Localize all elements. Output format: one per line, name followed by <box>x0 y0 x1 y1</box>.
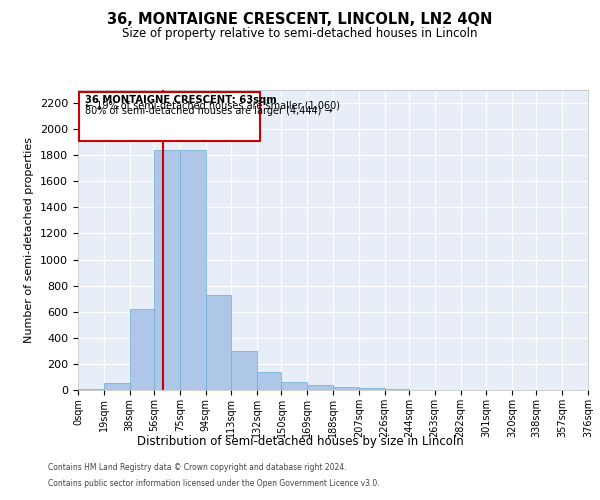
Text: 36, MONTAIGNE CRESCENT, LINCOLN, LN2 4QN: 36, MONTAIGNE CRESCENT, LINCOLN, LN2 4QN <box>107 12 493 28</box>
Bar <box>154 150 180 390</box>
Bar <box>205 295 231 390</box>
Text: 80% of semi-detached houses are larger (4,444) →: 80% of semi-detached houses are larger (… <box>85 106 332 117</box>
Bar <box>78 388 104 390</box>
Bar <box>257 372 281 390</box>
Bar <box>130 309 154 390</box>
Bar <box>307 385 333 390</box>
Bar <box>359 388 385 390</box>
Text: Distribution of semi-detached houses by size in Lincoln: Distribution of semi-detached houses by … <box>137 435 463 448</box>
Text: ← 19% of semi-detached houses are smaller (1,060): ← 19% of semi-detached houses are smalle… <box>85 100 340 110</box>
FancyBboxPatch shape <box>79 92 260 141</box>
Bar <box>385 389 409 390</box>
Text: Size of property relative to semi-detached houses in Lincoln: Size of property relative to semi-detach… <box>122 28 478 40</box>
Bar <box>281 382 307 390</box>
Bar <box>104 384 130 390</box>
Text: Contains HM Land Registry data © Crown copyright and database right 2024.: Contains HM Land Registry data © Crown c… <box>48 464 347 472</box>
Text: 36 MONTAIGNE CRESCENT: 63sqm: 36 MONTAIGNE CRESCENT: 63sqm <box>85 94 277 104</box>
Bar <box>333 386 359 390</box>
Bar <box>180 150 205 390</box>
Text: Contains public sector information licensed under the Open Government Licence v3: Contains public sector information licen… <box>48 478 380 488</box>
Bar <box>231 351 257 390</box>
Y-axis label: Number of semi-detached properties: Number of semi-detached properties <box>25 137 34 343</box>
